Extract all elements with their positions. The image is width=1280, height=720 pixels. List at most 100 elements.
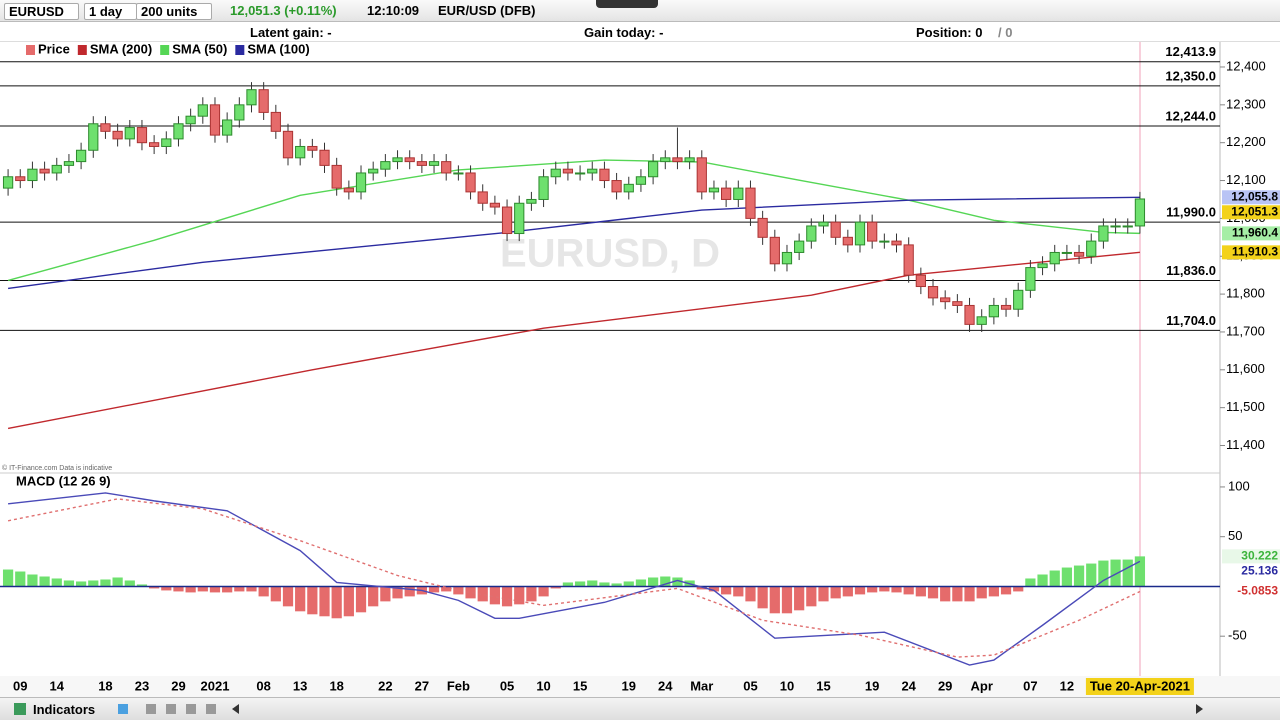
candle: [15, 176, 26, 182]
candle: [465, 172, 476, 193]
candle: [781, 251, 793, 265]
candle: [63, 161, 75, 166]
candle: [708, 187, 720, 193]
value-tag: 11,910.3: [1232, 245, 1278, 259]
x-tick-label: 23: [135, 678, 149, 693]
indicators-icon: [14, 703, 26, 715]
candle: [684, 157, 695, 163]
candle: [818, 221, 829, 227]
histogram-bar: [623, 581, 634, 587]
x-tick-label: 09: [13, 678, 27, 693]
legend-label[interactable]: SMA (50): [172, 42, 227, 56]
candle: [75, 149, 87, 163]
histogram-bar: [976, 586, 987, 599]
histogram-bar: [149, 586, 160, 589]
tool-icon[interactable]: [206, 704, 216, 714]
candle: [769, 236, 780, 265]
histogram-bar: [246, 586, 257, 592]
level-label-bg: [1160, 313, 1218, 329]
histogram-bar: [1098, 560, 1109, 587]
size-select[interactable]: 200 units: [136, 3, 213, 20]
tool-icon[interactable]: [146, 704, 156, 714]
histogram-bar: [1013, 586, 1024, 592]
x-tick-label: 12: [1060, 678, 1074, 693]
histogram-bar: [173, 586, 184, 592]
indicators-button[interactable]: Indicators: [33, 702, 96, 717]
candle: [721, 187, 732, 200]
symbol-select[interactable]: EURUSD: [4, 3, 79, 20]
x-tick-label: 14: [50, 678, 65, 693]
histogram-bar: [1025, 578, 1036, 587]
bottom-toolbar: Indicators: [0, 697, 1280, 720]
level-label-bg: [1160, 263, 1218, 279]
candle: [331, 164, 342, 189]
histogram-bar: [806, 586, 817, 607]
candle: [903, 244, 914, 276]
candle: [672, 157, 683, 163]
candle: [477, 191, 488, 204]
histogram-bar: [988, 586, 999, 597]
legend-label[interactable]: Price: [38, 42, 70, 56]
histogram-bar: [745, 586, 756, 602]
histogram-bar: [757, 586, 768, 609]
legend-label[interactable]: SMA (100): [247, 42, 309, 56]
histogram-bar: [526, 586, 537, 602]
level-label: 11,990.0: [1166, 205, 1216, 220]
candle: [745, 187, 756, 219]
candle: [1073, 251, 1085, 257]
candle: [149, 142, 160, 147]
candle: [258, 89, 269, 113]
value-tag-bg: [1222, 226, 1280, 241]
histogram-bar: [465, 586, 476, 599]
x-tick-label: Apr: [971, 678, 993, 693]
gain-today: Gain today: -: [584, 25, 664, 40]
candle: [514, 202, 525, 235]
candle: [611, 180, 622, 193]
histogram-bar: [1086, 563, 1097, 587]
candle: [1000, 304, 1012, 310]
histogram-bar: [915, 586, 926, 597]
histogram-bar: [891, 586, 902, 593]
candle: [964, 304, 975, 325]
legend-label[interactable]: SMA (200): [90, 42, 152, 56]
candle: [27, 168, 38, 182]
candle: [2, 176, 14, 189]
tool-icon[interactable]: [166, 704, 176, 714]
histogram-bar: [392, 586, 403, 599]
candle: [124, 127, 135, 140]
tool-icon[interactable]: [118, 704, 128, 714]
histogram-bar: [295, 586, 306, 612]
histogram-bar: [258, 586, 269, 597]
candle: [1098, 225, 1109, 242]
period-select[interactable]: 1 day: [84, 3, 138, 20]
handle[interactable]: [596, 0, 658, 8]
x-tick-label: Tue 20-Apr-2021: [1090, 678, 1190, 693]
value-tag: 25.136: [1241, 564, 1278, 578]
candle: [1049, 251, 1060, 265]
candle: [988, 304, 999, 318]
histogram-bar: [489, 586, 501, 605]
candle: [197, 104, 208, 117]
histogram-bar: [124, 580, 135, 587]
histogram-bar: [100, 579, 111, 587]
x-tick-label: 10: [536, 678, 550, 693]
histogram-bar: [514, 586, 525, 605]
candle: [428, 161, 440, 166]
candle: [915, 274, 926, 288]
scroll-left[interactable]: [232, 704, 239, 714]
candle: [806, 225, 817, 242]
candle: [489, 202, 501, 208]
line: [8, 492, 1141, 666]
histogram-bar: [854, 586, 866, 595]
histogram-bar: [404, 586, 415, 597]
line: [7, 196, 1140, 290]
line: [7, 251, 1140, 430]
scroll-right[interactable]: [1196, 704, 1203, 714]
histogram-bar: [112, 577, 123, 587]
line: [7, 498, 1141, 658]
candle: [562, 168, 574, 174]
candle: [161, 138, 172, 147]
candle: [976, 316, 987, 325]
tool-icon[interactable]: [186, 704, 196, 714]
